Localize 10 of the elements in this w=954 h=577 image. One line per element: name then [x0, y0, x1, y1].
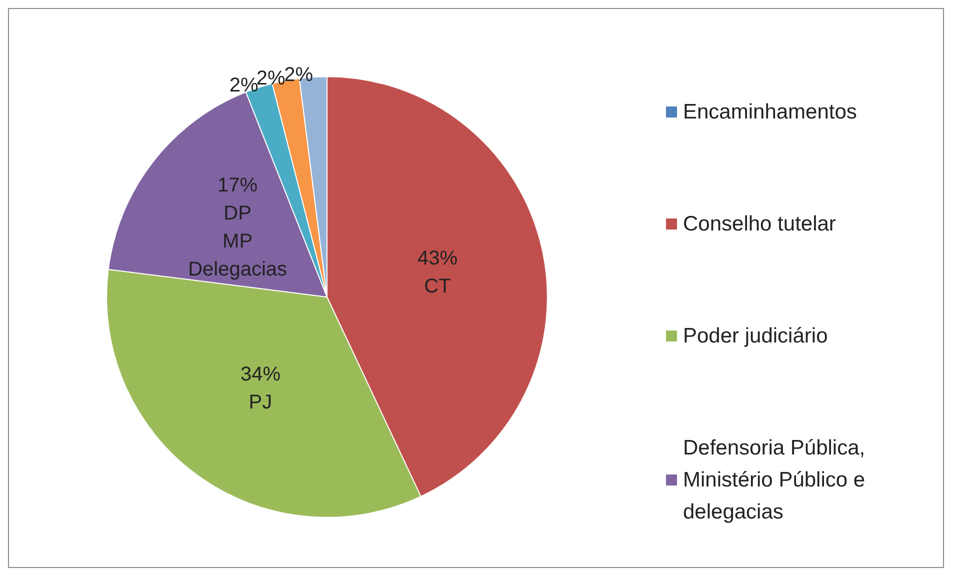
data-label: 2%	[229, 74, 258, 96]
legend-label: Defensoria Pública, Ministério Público e delegacias	[683, 436, 871, 524]
data-label: 17% DP MP Delegacias	[188, 174, 288, 281]
data-label: 34% PJ	[240, 364, 281, 414]
legend-label: Conselho tutelar	[683, 212, 836, 236]
data-label: 2%	[284, 64, 314, 86]
data-label: 43% CT	[417, 247, 458, 298]
legend-label: Encaminhamentos	[683, 100, 857, 124]
legend-label: Poder judiciário	[683, 324, 828, 348]
data-label: 2%	[256, 68, 286, 90]
